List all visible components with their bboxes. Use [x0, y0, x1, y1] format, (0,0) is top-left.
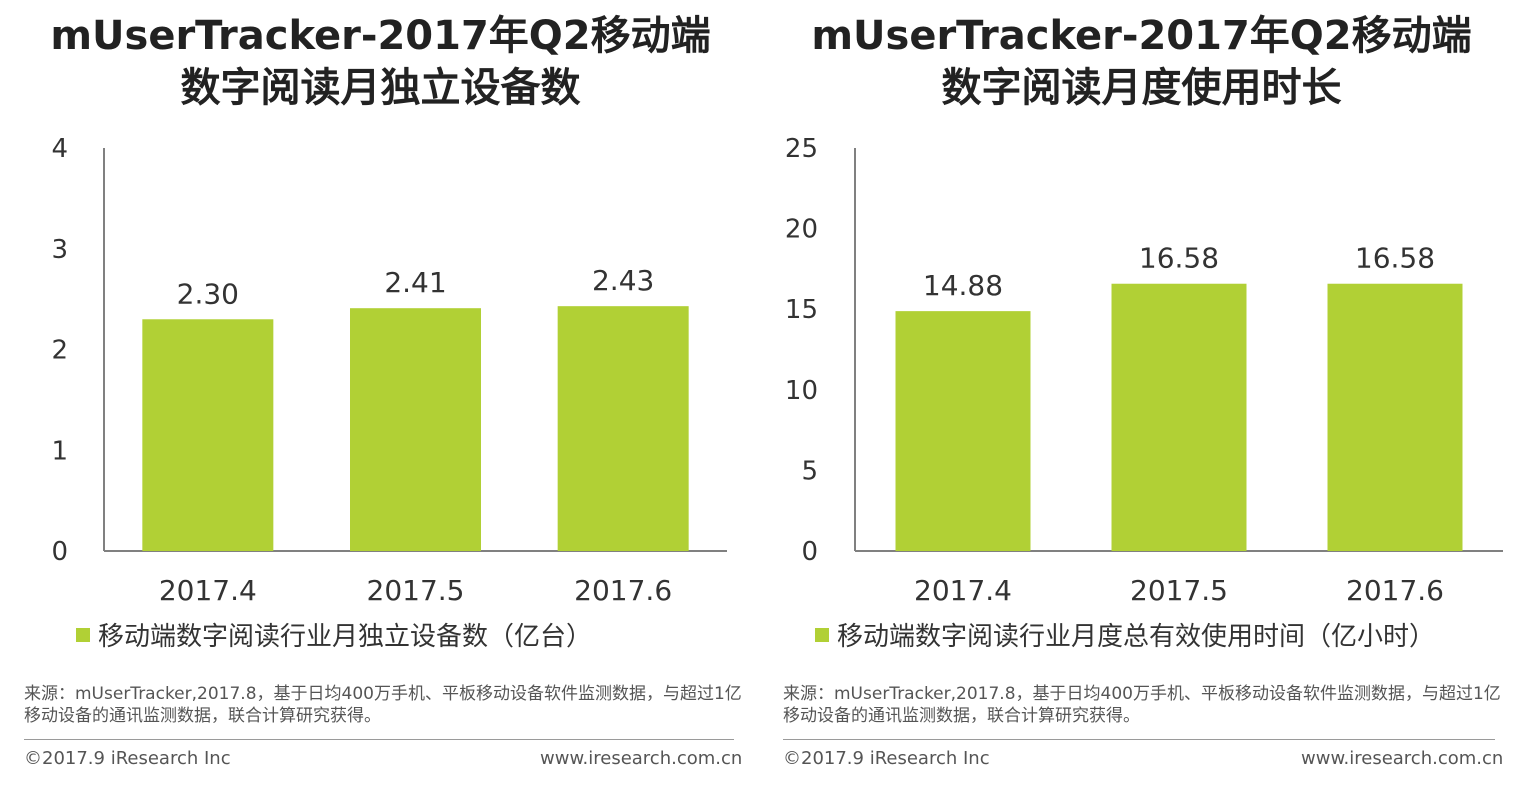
chart-title-line-1: mUserTracker-2017年Q2移动端	[50, 13, 711, 59]
footer-divider	[24, 739, 734, 740]
chart-panel-devices: mUserTracker-2017年Q2移动端 数字阅读月独立设备数 0 1 2 3 4…	[0, 10, 761, 769]
data-label: 16.58	[1139, 242, 1219, 275]
y-tick-label: 10	[785, 376, 818, 406]
y-tick-label: 4	[51, 134, 68, 164]
y-tick-label: 25	[785, 134, 818, 164]
x-tick-label: 2017.6	[1346, 574, 1444, 607]
chart-title: mUserTracker-2017年Q2移动端 数字阅读月度使用时长	[761, 10, 1522, 114]
copyright-text: ©2017.9 iResearch Inc	[24, 748, 231, 769]
bar	[350, 308, 481, 551]
legend-label: 移动端数字阅读行业月度总有效使用时间（亿小时）	[837, 622, 1436, 652]
data-label: 2.41	[384, 266, 446, 299]
y-tick-label: 5	[801, 456, 818, 486]
y-tick-label: 0	[801, 537, 818, 567]
x-tick-label: 2017.5	[1130, 574, 1228, 607]
y-tick-label: 20	[785, 215, 818, 245]
data-label: 2.43	[592, 264, 654, 297]
bar	[557, 306, 689, 551]
data-label: 2.30	[177, 277, 239, 310]
data-label: 16.58	[1355, 242, 1435, 275]
chart-title-line-1: mUserTracker-2017年Q2移动端	[811, 13, 1472, 59]
chart-panel-usage-time: mUserTracker-2017年Q2移动端 数字阅读月度使用时长 0 5 10 1…	[761, 0, 1522, 787]
legend-swatch	[76, 628, 90, 642]
legend: 移动端数字阅读行业月度总有效使用时间（亿小时）	[815, 620, 1435, 654]
copyright-text: ©2017.9 iResearch Inc	[783, 748, 990, 769]
x-tick-label: 2017.4	[914, 574, 1012, 607]
y-tick-label: 2	[51, 336, 68, 366]
y-tick-label: 3	[51, 235, 68, 265]
bar	[142, 319, 274, 551]
legend-label: 移动端数字阅读行业月独立设备数（亿台）	[98, 622, 593, 652]
y-tick-label: 0	[51, 537, 68, 567]
bar	[1327, 283, 1463, 551]
source-note: 来源：mUserTracker,2017.8，基于日均400万手机、平板移动设备…	[24, 684, 742, 726]
chart-title-line-2: 数字阅读月度使用时长	[941, 65, 1342, 111]
y-tick-label: 15	[785, 295, 818, 325]
chart-title: mUserTracker-2017年Q2移动端 数字阅读月独立设备数	[0, 10, 761, 114]
legend: 移动端数字阅读行业月独立设备数（亿台）	[76, 620, 592, 654]
y-tick-label: 1	[51, 436, 68, 466]
legend-swatch	[815, 628, 829, 642]
x-tick-label: 2017.4	[159, 574, 257, 607]
source-note: 来源：mUserTracker,2017.8，基于日均400万手机、平板移动设备…	[783, 684, 1501, 726]
bar	[1111, 283, 1247, 551]
chart-title-line-2: 数字阅读月独立设备数	[180, 65, 581, 111]
x-tick-label: 2017.5	[367, 574, 465, 607]
bar	[895, 311, 1031, 551]
website-text: www.iresearch.com.cn	[540, 748, 743, 769]
website-text: www.iresearch.com.cn	[1301, 748, 1504, 769]
data-label: 14.88	[923, 269, 1003, 302]
footer-divider	[783, 739, 1495, 740]
x-tick-label: 2017.6	[574, 574, 672, 607]
bar-chart-usage-time: 0 5 10 15 20 25 14.88 2017.4 16.58 2017.5 16.58 201…	[785, 134, 1503, 607]
bar-chart-devices: 0 1 2 3 4 2.30 2017.4 2.41 2017.5 2.43 2017.6	[51, 134, 727, 607]
